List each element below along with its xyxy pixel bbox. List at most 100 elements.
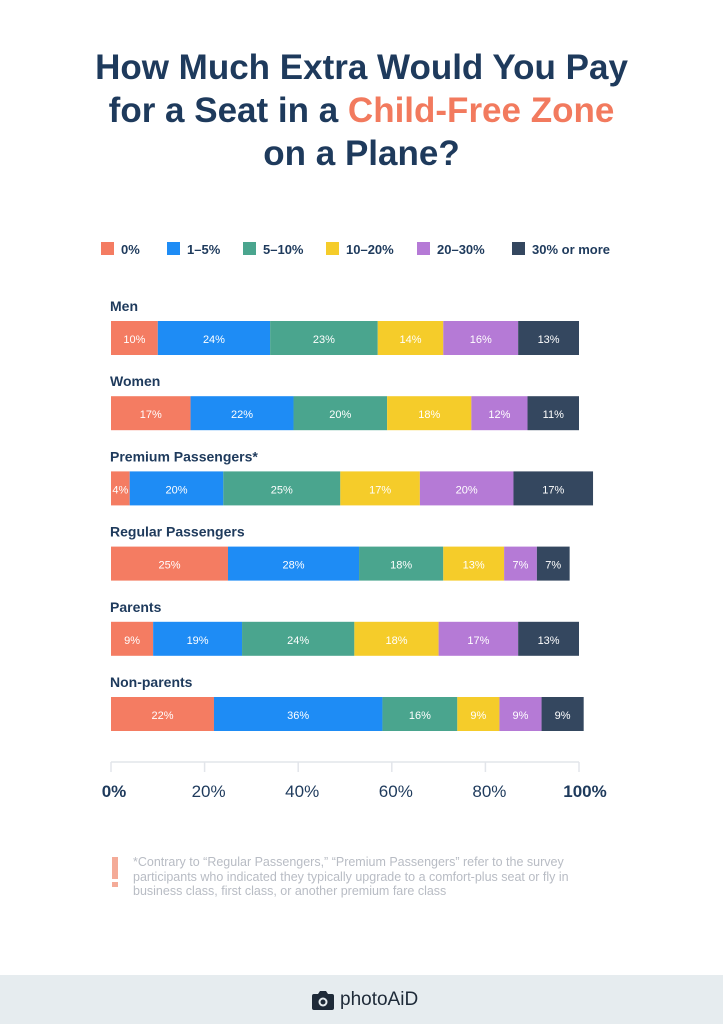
bar-segment xyxy=(419,471,514,506)
bar-segment xyxy=(359,546,444,581)
legend-label: 5–10% xyxy=(263,242,304,257)
bar-segment xyxy=(471,396,528,431)
bar-segment xyxy=(129,471,224,506)
bar-segment xyxy=(340,471,420,506)
bar-segment xyxy=(111,396,191,431)
title-line-3: on a Plane? xyxy=(263,134,460,173)
brand-logo: photoAiD xyxy=(312,989,418,1011)
category-label: Men xyxy=(110,298,138,314)
legend-swatch xyxy=(243,242,256,255)
bar-segment xyxy=(527,396,579,431)
data-label: 19% xyxy=(187,635,209,647)
data-label: 14% xyxy=(400,334,422,346)
footnote: *Contrary to “Regular Passengers,” “Prem… xyxy=(133,855,569,898)
bar-segment xyxy=(157,321,271,355)
category-label: Regular Passengers xyxy=(110,524,245,540)
bar-segment xyxy=(270,321,378,355)
bar-segment xyxy=(457,697,500,731)
bar-segment xyxy=(111,697,214,731)
legend-swatch xyxy=(417,242,430,255)
bar-segment xyxy=(541,697,584,731)
legend-swatch xyxy=(101,242,114,255)
data-label: 23% xyxy=(313,334,335,346)
data-label: 13% xyxy=(538,334,560,346)
bar-segment xyxy=(111,546,228,581)
data-label: 24% xyxy=(203,334,225,346)
data-label: 9% xyxy=(124,635,140,647)
bar-segment xyxy=(377,321,444,355)
data-label: 7% xyxy=(545,560,561,572)
data-label: 11% xyxy=(543,409,564,421)
data-label: 16% xyxy=(409,710,431,722)
data-label: 22% xyxy=(231,409,253,421)
x-tick-label: 80% xyxy=(472,782,506,801)
x-tick-label: 100% xyxy=(563,782,606,801)
bar-segment xyxy=(443,321,519,355)
brand-name: photoAiD xyxy=(340,989,419,1010)
category-label: Premium Passengers* xyxy=(110,448,258,464)
bar-segment xyxy=(518,321,579,355)
data-label: 18% xyxy=(385,635,407,647)
data-label: 17% xyxy=(542,484,564,496)
bar-segment xyxy=(354,621,439,656)
bar-segment xyxy=(223,471,341,506)
data-label: 9% xyxy=(470,710,486,722)
bar-segment xyxy=(111,621,154,656)
bar-segment xyxy=(499,697,542,731)
data-label: 28% xyxy=(283,560,305,572)
category-label: Parents xyxy=(110,599,162,615)
data-label: 17% xyxy=(369,484,391,496)
data-label: 22% xyxy=(151,710,173,722)
stacked-bar-chart: 0% 1–5% 5–10% 10–20% 20–30% 30% or more Men 10%… xyxy=(101,242,610,801)
data-label: 20% xyxy=(166,484,188,496)
bar-segment xyxy=(293,396,388,431)
data-label: 24% xyxy=(287,635,309,647)
legend-swatch xyxy=(326,242,339,255)
bar-segment xyxy=(153,621,243,656)
legend-swatch xyxy=(512,242,525,255)
bar-segment xyxy=(518,621,579,656)
bar-segment xyxy=(438,621,519,656)
data-label: 4% xyxy=(112,484,128,496)
data-label: 9% xyxy=(513,710,529,722)
data-label: 36% xyxy=(287,710,309,722)
data-label: 13% xyxy=(538,635,560,647)
bar-segment xyxy=(382,697,458,731)
legend-label: 20–30% xyxy=(437,242,485,257)
bar-segment xyxy=(387,396,472,431)
x-tick-label: 60% xyxy=(379,782,413,801)
data-label: 7% xyxy=(513,560,529,572)
data-label: 18% xyxy=(418,409,440,421)
bar-segment xyxy=(111,471,130,506)
category-label: Women xyxy=(110,373,160,389)
data-label: 25% xyxy=(158,560,180,572)
footer: photoAiD xyxy=(0,975,723,1024)
exclamation-icon xyxy=(112,857,118,887)
bar-segment xyxy=(443,546,505,581)
bar-segment xyxy=(536,546,570,581)
data-label: 25% xyxy=(271,484,293,496)
data-label: 20% xyxy=(329,409,351,421)
legend-label: 1–5% xyxy=(187,242,221,257)
data-label: 20% xyxy=(456,484,478,496)
title-line-1: How Much Extra Would You Pay xyxy=(95,48,628,87)
title-highlight: Child-Free Zone xyxy=(347,91,615,130)
data-label: 17% xyxy=(140,409,162,421)
data-label: 16% xyxy=(470,334,492,346)
bar-segment xyxy=(111,321,158,355)
data-label: 18% xyxy=(390,560,412,572)
data-label: 12% xyxy=(488,409,510,421)
camera-icon xyxy=(312,990,334,1010)
bar-segment xyxy=(190,396,294,431)
x-tick-label: 20% xyxy=(192,782,226,801)
data-label: 17% xyxy=(467,635,489,647)
data-label: 10% xyxy=(123,334,145,346)
legend-label: 30% or more xyxy=(532,242,610,257)
category-label: Non-parents xyxy=(110,674,193,690)
legend-swatch xyxy=(167,242,180,255)
legend-label: 0% xyxy=(121,242,140,257)
data-label: 13% xyxy=(463,560,485,572)
title-line-2: for a Seat in a Child-Free Zone xyxy=(108,91,615,130)
data-label: 9% xyxy=(555,710,571,722)
bar-segment xyxy=(228,546,360,581)
